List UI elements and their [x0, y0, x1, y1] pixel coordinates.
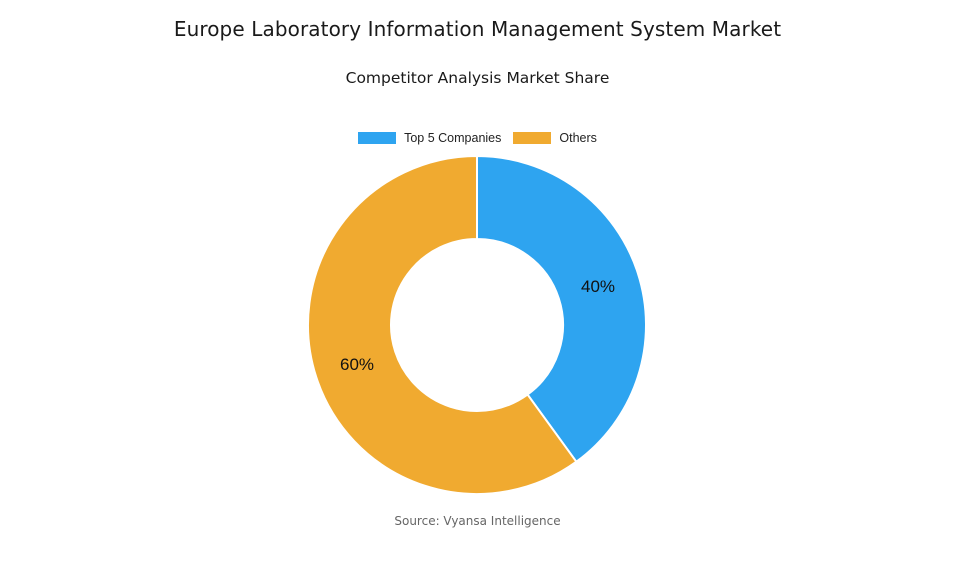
- legend-swatch-others: [513, 132, 552, 144]
- slice-label-top-5-companies: 40%: [581, 277, 615, 296]
- donut-slices: [307, 154, 647, 495]
- legend-item-others[interactable]: Others: [513, 131, 597, 145]
- donut-slice-top-5-companies[interactable]: [476, 154, 647, 464]
- legend-item-top-5-companies[interactable]: Top 5 Companies: [358, 131, 501, 145]
- chart-legend: Top 5 Companies Others: [0, 131, 955, 145]
- source-note: Source: Vyansa Intelligence: [394, 514, 561, 528]
- chart-subtitle: Competitor Analysis Market Share: [345, 69, 610, 87]
- chart-title: Europe Laboratory Information Management…: [173, 17, 782, 41]
- donut-slice-others[interactable]: [307, 154, 578, 495]
- legend-label-top-5-companies: Top 5 Companies: [404, 131, 502, 145]
- slice-label-others: 60%: [340, 355, 374, 374]
- legend-label-others: Others: [559, 131, 597, 145]
- legend-swatch-top-5-companies: [358, 132, 397, 144]
